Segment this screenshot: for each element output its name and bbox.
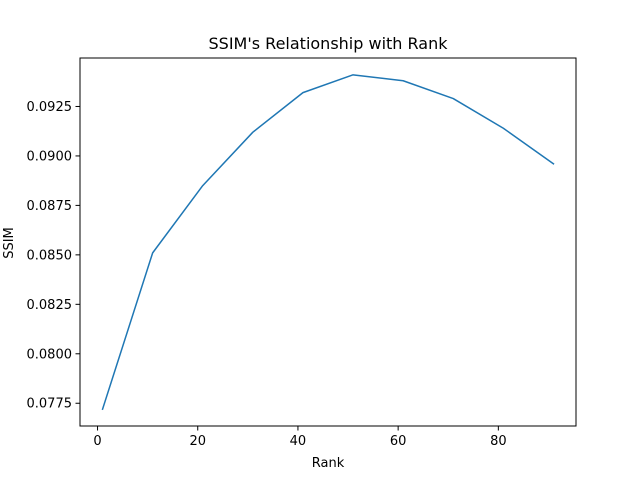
y-tick-label: 0.0875 bbox=[27, 199, 73, 214]
y-axis-ticks: 0.0775 0.0800 0.0825 0.0850 0.0875 0.0900 0.09… bbox=[27, 100, 80, 412]
x-tick-label: 20 bbox=[189, 434, 206, 449]
x-tick-label: 0 bbox=[93, 434, 101, 449]
x-tick-label: 60 bbox=[390, 434, 407, 449]
series-line-0 bbox=[101, 74, 555, 411]
y-tick-label: 0.0900 bbox=[27, 149, 73, 164]
chart-title: SSIM's Relationship with Rank bbox=[209, 34, 449, 53]
x-axis-label: Rank bbox=[312, 456, 345, 471]
x-tick-label: 80 bbox=[490, 434, 507, 449]
y-tick-label: 0.0850 bbox=[27, 248, 73, 263]
plot-frame bbox=[79, 57, 577, 427]
plot-area bbox=[79, 57, 577, 427]
y-tick-label: 0.0925 bbox=[27, 100, 73, 115]
x-tick-label: 40 bbox=[290, 434, 307, 449]
y-tick-label: 0.0775 bbox=[27, 397, 73, 412]
y-axis-label: SSIM bbox=[2, 227, 17, 259]
y-tick-label: 0.0825 bbox=[27, 298, 73, 313]
y-tick-label: 0.0800 bbox=[27, 347, 73, 362]
x-axis-ticks: 0 20 40 60 80 bbox=[93, 426, 507, 449]
